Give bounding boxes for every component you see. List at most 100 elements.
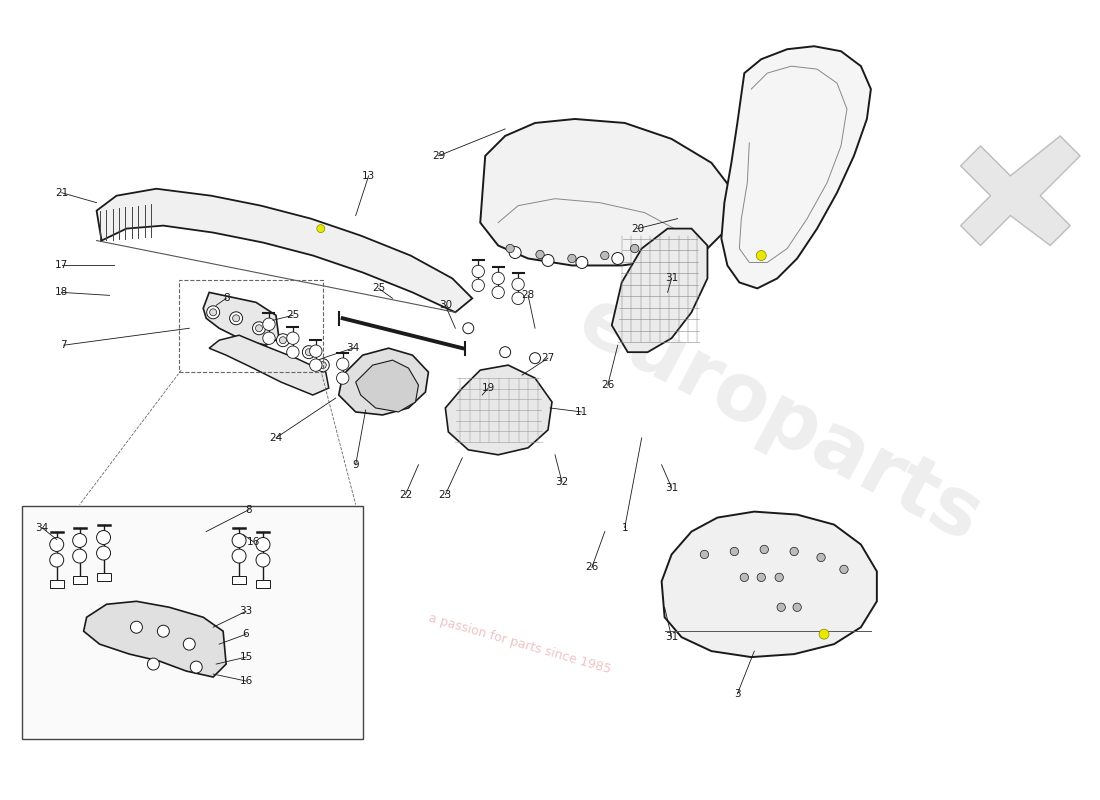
Circle shape — [472, 279, 484, 291]
Text: 3: 3 — [734, 689, 740, 699]
Circle shape — [309, 345, 322, 358]
Circle shape — [820, 630, 829, 639]
FancyBboxPatch shape — [22, 506, 363, 739]
Circle shape — [730, 547, 738, 556]
Circle shape — [542, 254, 554, 266]
Polygon shape — [204, 292, 279, 345]
Polygon shape — [355, 360, 418, 412]
Polygon shape — [722, 46, 871, 288]
Polygon shape — [209, 335, 329, 395]
Circle shape — [793, 603, 801, 611]
Circle shape — [210, 309, 217, 316]
Circle shape — [207, 306, 220, 318]
Circle shape — [73, 549, 87, 563]
Circle shape — [73, 534, 87, 547]
Polygon shape — [960, 136, 1080, 246]
Text: a passion for parts since 1985: a passion for parts since 1985 — [428, 612, 613, 677]
Text: 9: 9 — [352, 460, 359, 470]
Circle shape — [612, 253, 624, 265]
Text: 16: 16 — [240, 676, 253, 686]
Polygon shape — [481, 119, 735, 266]
Circle shape — [287, 346, 299, 358]
Circle shape — [463, 322, 474, 334]
FancyBboxPatch shape — [50, 580, 64, 588]
Circle shape — [777, 603, 785, 611]
Circle shape — [256, 553, 270, 567]
Circle shape — [232, 549, 246, 563]
Text: 6: 6 — [243, 629, 250, 639]
Circle shape — [790, 547, 799, 556]
Text: 16: 16 — [246, 537, 260, 546]
Circle shape — [255, 325, 263, 332]
Circle shape — [701, 550, 708, 558]
Circle shape — [499, 346, 510, 358]
Circle shape — [256, 538, 270, 551]
Circle shape — [232, 534, 246, 547]
Circle shape — [279, 337, 286, 344]
Text: 24: 24 — [270, 433, 283, 443]
Circle shape — [536, 250, 544, 258]
Circle shape — [337, 372, 349, 384]
FancyBboxPatch shape — [256, 580, 270, 588]
Text: 23: 23 — [439, 490, 452, 500]
Text: 31: 31 — [666, 482, 679, 493]
Text: 32: 32 — [556, 477, 569, 486]
Text: 8: 8 — [245, 505, 252, 514]
Circle shape — [757, 250, 767, 261]
Text: 31: 31 — [666, 274, 679, 283]
Text: 28: 28 — [521, 290, 535, 300]
Circle shape — [97, 530, 110, 545]
Text: 30: 30 — [439, 300, 452, 310]
FancyBboxPatch shape — [232, 576, 246, 584]
Text: 21: 21 — [55, 188, 68, 198]
Text: 26: 26 — [585, 562, 598, 573]
FancyBboxPatch shape — [73, 576, 87, 584]
Text: 26: 26 — [602, 380, 615, 390]
Circle shape — [512, 278, 525, 290]
Circle shape — [319, 362, 327, 369]
Polygon shape — [661, 512, 877, 657]
Text: 19: 19 — [482, 383, 495, 393]
Polygon shape — [446, 365, 552, 455]
Text: 18: 18 — [55, 287, 68, 298]
Text: 11: 11 — [575, 407, 589, 417]
Circle shape — [839, 566, 848, 574]
Polygon shape — [339, 348, 428, 415]
Text: 17: 17 — [55, 261, 68, 270]
Circle shape — [287, 332, 299, 344]
Circle shape — [190, 661, 202, 673]
Circle shape — [576, 257, 587, 269]
Circle shape — [306, 349, 312, 356]
Circle shape — [276, 334, 289, 346]
Text: europarts: europarts — [564, 281, 994, 559]
Circle shape — [529, 353, 540, 364]
Text: 8: 8 — [223, 294, 230, 303]
Text: 15: 15 — [240, 652, 253, 662]
Circle shape — [760, 546, 769, 554]
Circle shape — [253, 322, 265, 334]
Circle shape — [757, 573, 766, 582]
Circle shape — [147, 658, 160, 670]
Text: 13: 13 — [362, 170, 375, 181]
Circle shape — [50, 538, 64, 551]
FancyBboxPatch shape — [97, 573, 110, 581]
Circle shape — [492, 272, 505, 285]
Text: 25: 25 — [286, 310, 299, 320]
Text: 34: 34 — [35, 522, 48, 533]
Text: 31: 31 — [666, 632, 679, 642]
Polygon shape — [612, 229, 707, 352]
Circle shape — [337, 358, 349, 370]
Circle shape — [184, 638, 195, 650]
Circle shape — [263, 318, 275, 330]
Text: 27: 27 — [541, 353, 554, 363]
Circle shape — [472, 266, 484, 278]
Circle shape — [492, 286, 505, 298]
Circle shape — [568, 254, 576, 262]
Text: 20: 20 — [631, 223, 645, 234]
Circle shape — [506, 244, 515, 253]
Text: 7: 7 — [60, 340, 67, 350]
Text: 25: 25 — [372, 283, 385, 294]
Circle shape — [309, 359, 322, 371]
Text: 1: 1 — [621, 522, 628, 533]
Circle shape — [230, 312, 243, 325]
